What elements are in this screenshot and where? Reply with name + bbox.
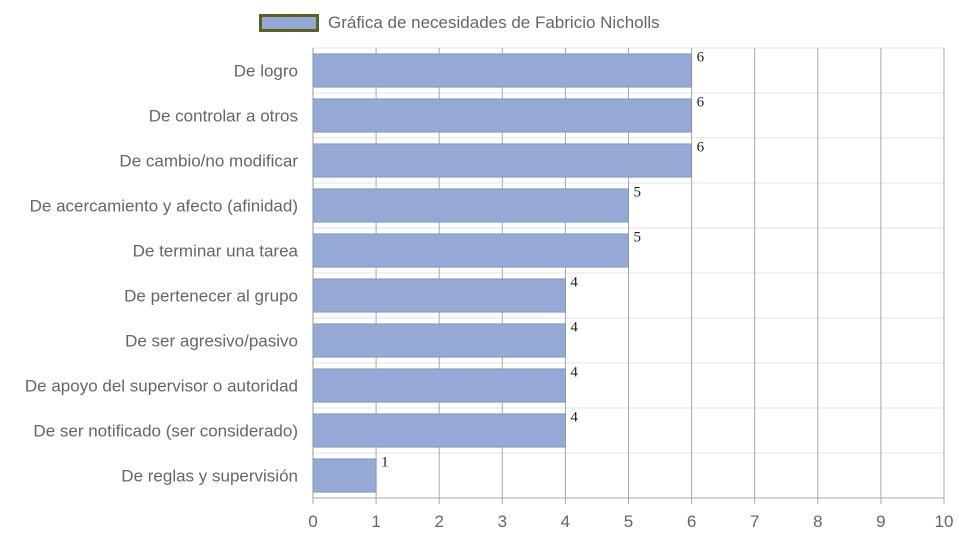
bar bbox=[312, 458, 377, 493]
bar bbox=[312, 188, 629, 223]
x-tick-label: 5 bbox=[624, 512, 633, 531]
bar bbox=[312, 53, 693, 88]
category-label: De pertenecer al grupo bbox=[124, 287, 298, 306]
legend-series-label: Gráfica de necesidades de Fabricio Nicho… bbox=[328, 13, 660, 32]
data-label: 4 bbox=[570, 320, 578, 336]
category-label: De ser agresivo/pasivo bbox=[125, 332, 298, 351]
category-label: De controlar a otros bbox=[149, 107, 298, 126]
legend-swatch bbox=[259, 14, 319, 32]
data-label: 5 bbox=[634, 230, 642, 246]
bar bbox=[312, 278, 566, 313]
bar bbox=[312, 233, 629, 268]
category-label: De apoyo del supervisor o autoridad bbox=[25, 377, 298, 396]
chart-legend: Gráfica de necesidades de Fabricio Nicho… bbox=[259, 12, 660, 34]
data-label: 6 bbox=[697, 50, 705, 66]
category-label: De acercamiento y afecto (afinidad) bbox=[30, 197, 298, 216]
data-label: 6 bbox=[697, 95, 705, 111]
data-label: 4 bbox=[570, 365, 578, 381]
x-tick-label: 1 bbox=[371, 512, 380, 531]
x-tick-label: 8 bbox=[813, 512, 822, 531]
bar bbox=[312, 413, 566, 448]
category-label: De cambio/no modificar bbox=[119, 152, 298, 171]
x-tick-label: 0 bbox=[308, 512, 317, 531]
x-tick-label: 6 bbox=[687, 512, 696, 531]
category-label: De logro bbox=[234, 62, 298, 81]
x-tick-label: 2 bbox=[434, 512, 443, 531]
data-label: 5 bbox=[634, 185, 642, 201]
bar bbox=[312, 98, 693, 133]
category-label: De reglas y supervisión bbox=[121, 467, 298, 486]
data-label: 6 bbox=[697, 140, 705, 156]
bar bbox=[312, 368, 566, 403]
x-tick-label: 4 bbox=[561, 512, 570, 531]
x-tick-label: 7 bbox=[750, 512, 759, 531]
x-tick-label: 9 bbox=[876, 512, 885, 531]
bar bbox=[312, 143, 693, 178]
category-label: De ser notificado (ser considerado) bbox=[33, 422, 298, 441]
data-label: 4 bbox=[570, 410, 578, 426]
bar bbox=[312, 323, 566, 358]
category-label: De terminar una tarea bbox=[133, 242, 299, 261]
data-label: 4 bbox=[570, 275, 578, 291]
data-label: 1 bbox=[381, 455, 389, 471]
x-tick-label: 10 bbox=[935, 512, 954, 531]
x-tick-label: 3 bbox=[498, 512, 507, 531]
